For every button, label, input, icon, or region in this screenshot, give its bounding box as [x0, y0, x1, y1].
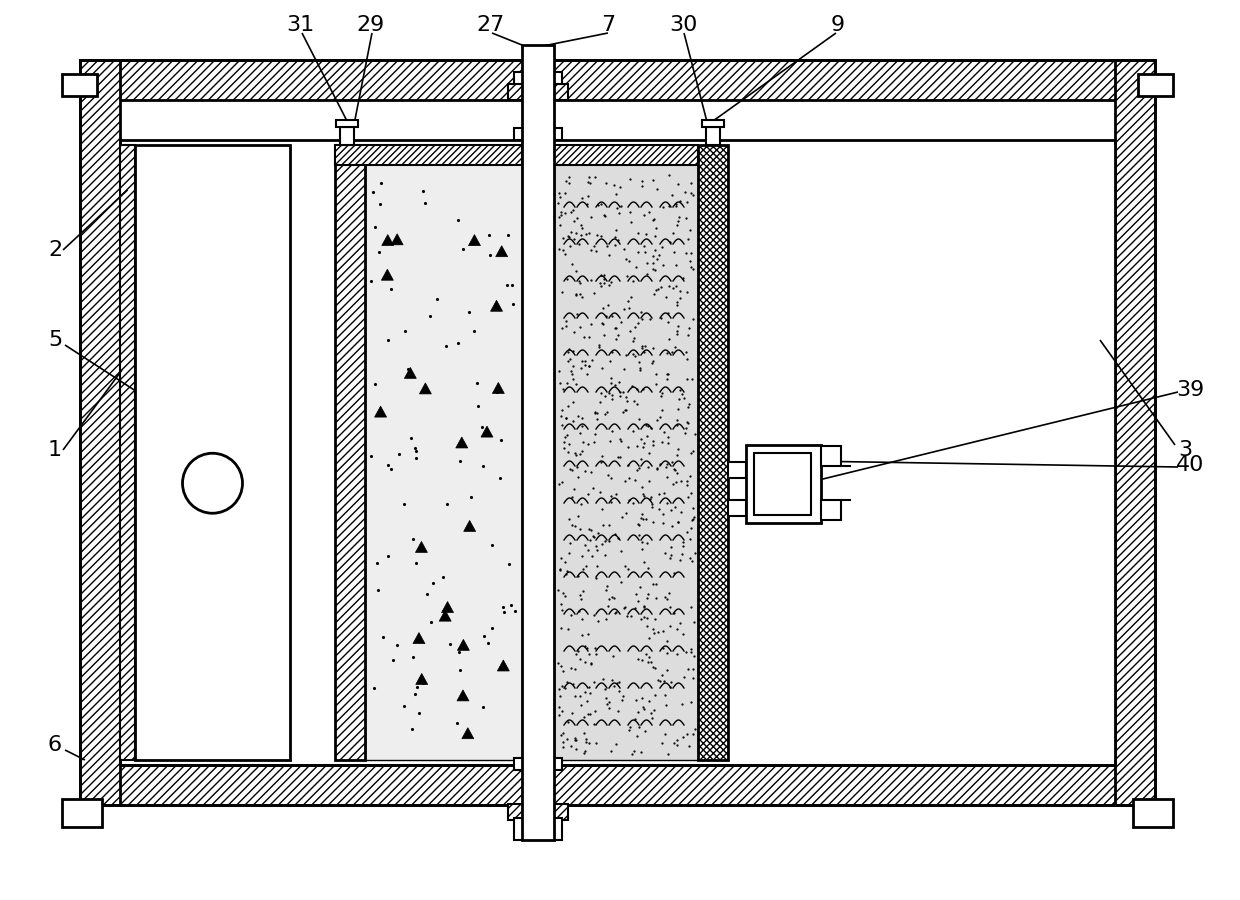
Circle shape	[182, 454, 243, 513]
Text: 39: 39	[1176, 380, 1204, 400]
Bar	[81, 765, 1154, 805]
Bar	[1133, 799, 1173, 827]
Bar	[706, 127, 720, 145]
Bar	[515, 72, 562, 84]
Bar	[821, 446, 841, 465]
Text: 27: 27	[476, 15, 505, 35]
Bar	[728, 500, 746, 516]
Bar	[728, 145, 1115, 760]
Text: 5: 5	[48, 330, 62, 350]
Text: 9: 9	[831, 15, 846, 35]
Bar	[728, 462, 746, 478]
Polygon shape	[439, 610, 451, 621]
Bar	[1115, 60, 1154, 805]
Bar	[365, 145, 522, 760]
Polygon shape	[492, 382, 505, 393]
Bar	[62, 74, 97, 96]
Bar	[821, 500, 841, 519]
Text: 3: 3	[1178, 440, 1192, 460]
Text: 2: 2	[48, 240, 62, 260]
Bar	[135, 145, 290, 760]
Bar	[515, 818, 562, 840]
Bar	[336, 120, 358, 127]
Bar	[702, 120, 724, 127]
Bar	[522, 45, 554, 840]
Text: 1: 1	[48, 440, 62, 460]
Polygon shape	[415, 673, 428, 685]
Bar	[754, 453, 811, 515]
Bar	[508, 84, 568, 100]
Bar	[554, 145, 698, 165]
Polygon shape	[458, 639, 470, 651]
Bar	[81, 60, 120, 805]
Text: 6: 6	[48, 735, 62, 755]
Bar	[515, 758, 562, 770]
Bar	[120, 145, 135, 760]
Bar	[746, 445, 821, 523]
Polygon shape	[458, 690, 469, 701]
Text: 30: 30	[668, 15, 697, 35]
Polygon shape	[441, 601, 454, 613]
Text: 29: 29	[356, 15, 384, 35]
Bar	[81, 60, 1154, 100]
Bar	[515, 128, 562, 140]
Polygon shape	[415, 542, 428, 553]
Polygon shape	[382, 235, 394, 246]
Polygon shape	[419, 382, 432, 394]
Bar	[698, 145, 728, 760]
Polygon shape	[456, 437, 467, 448]
Bar	[340, 127, 353, 145]
Polygon shape	[491, 301, 502, 311]
Text: 31: 31	[286, 15, 314, 35]
Bar	[1138, 74, 1173, 96]
Polygon shape	[413, 633, 425, 643]
Bar	[554, 145, 698, 760]
Polygon shape	[374, 406, 387, 417]
Text: 40: 40	[1176, 455, 1204, 475]
Bar	[335, 145, 522, 165]
Bar	[62, 799, 102, 827]
Bar	[335, 145, 365, 760]
Bar	[120, 140, 1115, 765]
Polygon shape	[404, 367, 417, 378]
Polygon shape	[461, 728, 474, 739]
Polygon shape	[469, 235, 480, 246]
Polygon shape	[382, 269, 393, 280]
Polygon shape	[497, 660, 510, 671]
Polygon shape	[391, 234, 403, 245]
Polygon shape	[481, 426, 494, 437]
Polygon shape	[464, 520, 476, 531]
Polygon shape	[496, 246, 507, 256]
Text: 7: 7	[601, 15, 615, 35]
Bar	[508, 804, 568, 820]
